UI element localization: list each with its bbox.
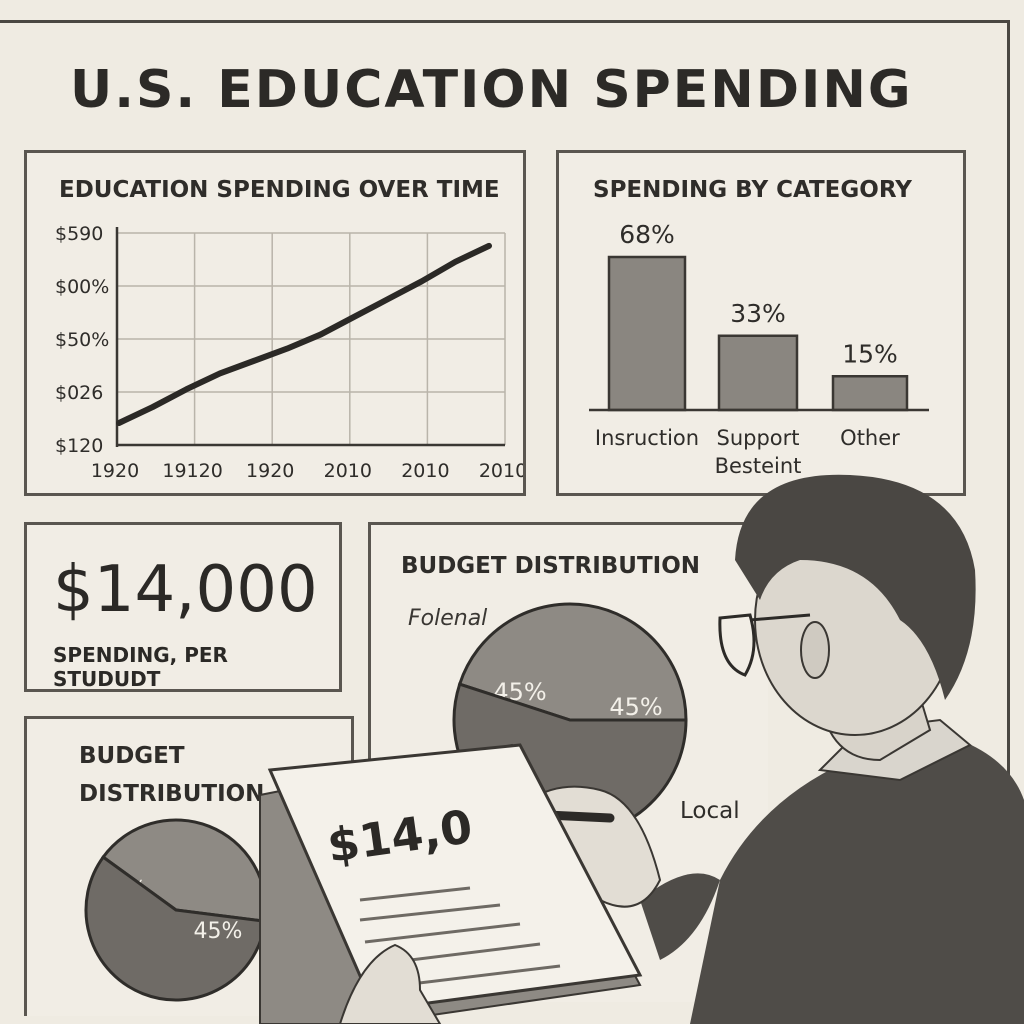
x-tick-label: 2010	[479, 460, 523, 482]
y-tick-label: $00%	[55, 276, 109, 298]
bar	[717, 334, 799, 412]
y-tick-label: $50%	[55, 329, 109, 351]
line-chart: $590 $00% $50% $026 $120 1920 19120 1920 2010 201…	[55, 223, 523, 482]
pie-slice	[84, 855, 267, 1002]
outer-frame	[0, 20, 1010, 1020]
pie-label-local: Local	[680, 798, 740, 824]
x-tick-label: 1920	[246, 460, 294, 482]
line-point	[118, 422, 120, 424]
ear	[800, 621, 830, 679]
line-chart-panel: EDUCATION SPENDING OVER TIME $590 $00% $50…	[24, 150, 526, 496]
pie-chart-small: 42%45%	[84, 818, 268, 1002]
bar-category-label: Support	[716, 426, 799, 450]
y-tick-label: $590	[55, 223, 103, 245]
budget-small-title-line2: DISTRIBUTION	[79, 781, 265, 807]
line-chart-title: EDUCATION SPENDING OVER TIME	[59, 177, 500, 203]
bar	[607, 255, 687, 412]
line-point	[454, 260, 457, 263]
x-tick-label: 19120	[162, 460, 222, 482]
bar-value-label: 68%	[619, 220, 675, 249]
hand-left	[338, 943, 442, 1024]
budget-small-title-line1: BUDGET	[79, 743, 185, 769]
bar-category-label: Insruction	[595, 426, 699, 450]
line-point	[353, 315, 356, 318]
y-tick-label: $120	[55, 435, 103, 457]
budget-distribution-title: BUDGET DISTRIBUTION	[401, 553, 701, 579]
bar-category-label: Other	[840, 426, 900, 450]
line-series	[116, 242, 492, 426]
per-student-value: $14,000	[53, 553, 318, 627]
bar-chart-title: SPENDING BY CATEGORY	[593, 177, 912, 203]
line-point	[185, 388, 188, 391]
paper-document: $14,0	[259, 743, 643, 1024]
line-point	[488, 244, 490, 247]
bar-chart: 68% Insruction 33% Support Besteint 15% Other	[589, 220, 929, 478]
per-student-caption: SPENDING, PER STUDUDT	[53, 643, 228, 691]
line-point	[151, 406, 154, 409]
x-tick-label: 2010	[324, 460, 372, 482]
line-point	[252, 360, 255, 362]
y-tick-label: $026	[55, 382, 103, 404]
bar-value-label: 15%	[842, 339, 898, 368]
bar-value-label: 33%	[730, 299, 786, 328]
bar-chart-panel: SPENDING BY CATEGORY 68% Insruction 33% Sup…	[556, 150, 966, 496]
arm	[640, 873, 720, 960]
line-point	[286, 347, 289, 350]
bar	[831, 375, 909, 412]
pie-slice-label: 45%	[194, 919, 243, 944]
jacket	[690, 740, 1024, 1024]
page-title: U.S. EDUCATION SPENDING	[70, 60, 913, 120]
hair	[735, 474, 976, 700]
person-illustration	[480, 474, 1024, 1024]
pie-label-federal: Folenal	[408, 606, 487, 631]
bar-category-label: Besteint	[715, 454, 802, 478]
line-point	[420, 280, 423, 283]
line-point	[218, 372, 221, 375]
pie-slice-label: 45%	[609, 693, 662, 721]
glasses	[718, 613, 811, 677]
x-tick-label: 2010	[401, 460, 449, 482]
pie-slice	[457, 602, 688, 722]
line-point	[319, 333, 322, 336]
x-tick-label: 1920	[91, 460, 139, 482]
line-point	[387, 298, 390, 300]
per-student-panel: $14,000 SPENDING, PER STUDUDT	[24, 522, 342, 692]
